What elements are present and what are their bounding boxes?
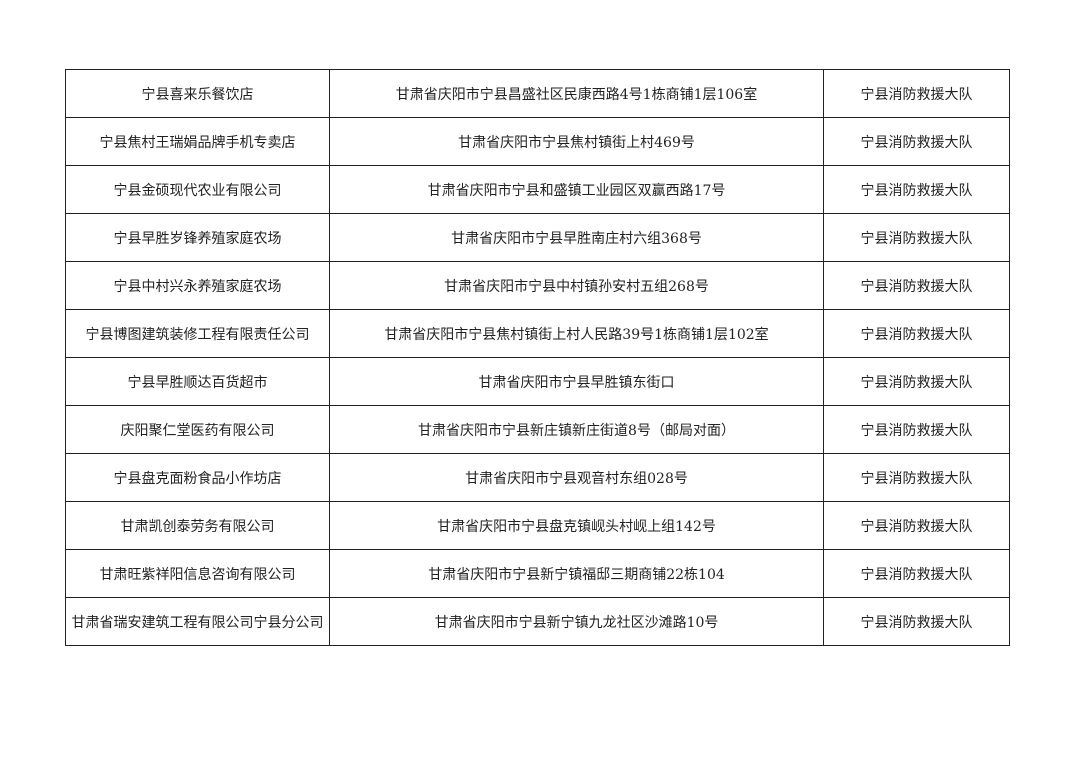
company-name-cell: 宁县中村兴永养殖家庭农场: [65, 261, 330, 310]
table-row: 宁县早胜顺达百货超市 甘肃省庆阳市宁县早胜镇东街口 宁县消防救援大队: [65, 357, 1010, 406]
company-name-cell: 宁县喜来乐餐饮店: [65, 69, 330, 118]
fire-brigade-cell: 宁县消防救援大队: [823, 453, 1010, 502]
table-row: 宁县喜来乐餐饮店 甘肃省庆阳市宁县昌盛社区民康西路4号1栋商铺1层106室 宁县消防…: [65, 69, 1010, 118]
company-name-cell: 宁县金硕现代农业有限公司: [65, 165, 330, 214]
fire-brigade-cell: 宁县消防救援大队: [823, 405, 1010, 454]
address-cell: 甘肃省庆阳市宁县新庄镇新庄街道8号（邮局对面）: [329, 405, 824, 454]
fire-brigade-cell: 宁县消防救援大队: [823, 357, 1010, 406]
address-cell: 甘肃省庆阳市宁县焦村镇街上村469号: [329, 117, 824, 166]
address-cell: 甘肃省庆阳市宁县和盛镇工业园区双赢西路17号: [329, 165, 824, 214]
company-name-cell: 宁县焦村王瑞娟品牌手机专卖店: [65, 117, 330, 166]
table-row: 甘肃省瑞安建筑工程有限公司宁县分公司 甘肃省庆阳市宁县新宁镇九龙社区沙滩路10号宁…: [65, 597, 1010, 646]
company-name-cell: 宁县早胜顺达百货超市: [65, 357, 330, 406]
company-name-cell: 甘肃旺紫祥阳信息咨询有限公司: [65, 549, 330, 598]
fire-brigade-cell: 宁县消防救援大队: [823, 309, 1010, 358]
fire-brigade-cell: 宁县消防救援大队: [823, 501, 1010, 550]
address-cell: 甘肃省庆阳市宁县焦村镇街上村人民路39号1栋商铺1层102室: [329, 309, 824, 358]
fire-brigade-cell: 宁县消防救援大队: [823, 597, 1010, 646]
address-cell: 甘肃省庆阳市宁县盘克镇岘头村岘上组142号: [329, 501, 824, 550]
table-row: 宁县博图建筑装修工程有限责任公司 甘肃省庆阳市宁县焦村镇街上村人民路39号1栋商铺…: [65, 309, 1010, 358]
address-cell: 甘肃省庆阳市宁县昌盛社区民康西路4号1栋商铺1层106室: [329, 69, 824, 118]
fire-brigade-cell: 宁县消防救援大队: [823, 261, 1010, 310]
company-name-cell: 庆阳聚仁堂医药有限公司: [65, 405, 330, 454]
table-row: 甘肃凯创泰劳务有限公司 甘肃省庆阳市宁县盘克镇岘头村岘上组142号 宁县消防救援大队: [65, 501, 1010, 550]
fire-brigade-cell: 宁县消防救援大队: [823, 117, 1010, 166]
address-cell: 甘肃省庆阳市宁县早胜镇东街口: [329, 357, 824, 406]
table-row: 宁县盘克面粉食品小作坊店 甘肃省庆阳市宁县观音村东组028号 宁县消防救援大队: [65, 453, 1010, 502]
address-cell: 甘肃省庆阳市宁县早胜南庄村六组368号: [329, 213, 824, 262]
table-row: 庆阳聚仁堂医药有限公司 甘肃省庆阳市宁县新庄镇新庄街道8号（邮局对面） 宁县消防救援…: [65, 405, 1010, 454]
table-body: 宁县喜来乐餐饮店 甘肃省庆阳市宁县昌盛社区民康西路4号1栋商铺1层106室 宁县消防…: [65, 69, 1010, 646]
address-cell: 甘肃省庆阳市宁县新宁镇福邸三期商铺22栋104: [329, 549, 824, 598]
table-row: 宁县金硕现代农业有限公司 甘肃省庆阳市宁县和盛镇工业园区双赢西路17号 宁县消防救援…: [65, 165, 1010, 214]
address-cell: 甘肃省庆阳市宁县新宁镇九龙社区沙滩路10号: [329, 597, 824, 646]
company-name-cell: 甘肃凯创泰劳务有限公司: [65, 501, 330, 550]
fire-brigade-cell: 宁县消防救援大队: [823, 549, 1010, 598]
company-name-cell: 甘肃省瑞安建筑工程有限公司宁县分公司: [65, 597, 330, 646]
company-name-cell: 宁县盘克面粉食品小作坊店: [65, 453, 330, 502]
address-cell: 甘肃省庆阳市宁县观音村东组028号: [329, 453, 824, 502]
company-name-cell: 宁县博图建筑装修工程有限责任公司: [65, 309, 330, 358]
enterprise-table: 宁县喜来乐餐饮店 甘肃省庆阳市宁县昌盛社区民康西路4号1栋商铺1层106室 宁县消防…: [65, 69, 1010, 646]
table-row: 宁县中村兴永养殖家庭农场 甘肃省庆阳市宁县中村镇孙安村五组268号 宁县消防救援大队: [65, 261, 1010, 310]
company-name-cell: 宁县早胜岁锋养殖家庭农场: [65, 213, 330, 262]
table-row: 甘肃旺紫祥阳信息咨询有限公司 甘肃省庆阳市宁县新宁镇福邸三期商铺22栋104 宁县消…: [65, 549, 1010, 598]
address-cell: 甘肃省庆阳市宁县中村镇孙安村五组268号: [329, 261, 824, 310]
table-row: 宁县早胜岁锋养殖家庭农场 甘肃省庆阳市宁县早胜南庄村六组368号 宁县消防救援大队: [65, 213, 1010, 262]
table-row: 宁县焦村王瑞娟品牌手机专卖店 甘肃省庆阳市宁县焦村镇街上村469号 宁县消防救援大队: [65, 117, 1010, 166]
fire-brigade-cell: 宁县消防救援大队: [823, 165, 1010, 214]
fire-brigade-cell: 宁县消防救援大队: [823, 69, 1010, 118]
fire-brigade-cell: 宁县消防救援大队: [823, 213, 1010, 262]
